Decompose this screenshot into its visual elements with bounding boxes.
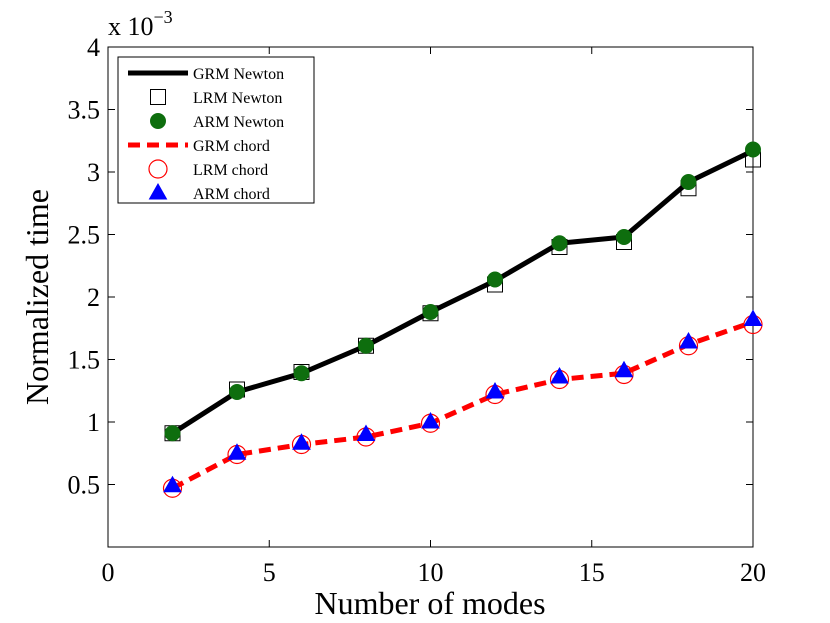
- legend-swatch: [150, 113, 166, 129]
- data-point: [356, 424, 376, 441]
- legend-label: LRM chord: [193, 162, 268, 179]
- series-grm-newton: [171, 148, 755, 436]
- x-tick-label: 10: [418, 558, 444, 587]
- y-tick-label: 2.5: [68, 221, 101, 250]
- legend-swatch: [150, 89, 166, 105]
- series-line: [171, 148, 755, 436]
- legend-label: LRM Newton: [193, 90, 282, 107]
- data-point: [485, 381, 505, 399]
- series-layer: [162, 141, 763, 498]
- data-point: [421, 411, 440, 429]
- y-axis-title: Normalized time: [19, 189, 55, 405]
- legend: GRM Newton LRM Newton ARM Newton GRM chord L…: [117, 56, 315, 204]
- legend-swatch: [148, 159, 168, 179]
- legend-swatch: [148, 182, 168, 200]
- legend-item: GRM chord: [128, 138, 270, 155]
- x-tick-label: 0: [102, 558, 115, 587]
- x-axis-title: Number of modes: [314, 585, 545, 621]
- data-point: [358, 337, 374, 354]
- y-tick-label: 1: [87, 408, 100, 437]
- data-point: [229, 384, 245, 400]
- y-tick-label: 3: [87, 158, 100, 187]
- y-tick-label: 0.5: [68, 471, 101, 500]
- legend-item: ARM Newton: [150, 113, 284, 131]
- x-axis: 0 5 10 15 20: [102, 47, 766, 587]
- data-point: [679, 331, 698, 349]
- legend-label: ARM Newton: [193, 114, 284, 131]
- data-point: [550, 366, 569, 384]
- data-point: [164, 425, 181, 442]
- series-arm-chord: [163, 309, 763, 493]
- data-point: [614, 360, 634, 378]
- legend-label: GRM Newton: [193, 66, 284, 83]
- legend-item: LRM chord: [148, 159, 268, 179]
- x-tick-label: 15: [579, 558, 605, 587]
- series-line: [171, 319, 754, 491]
- data-point: [616, 229, 632, 245]
- data-point: [293, 365, 310, 382]
- data-point: [680, 174, 697, 190]
- y-multiplier-exponent: −3: [154, 7, 173, 27]
- data-point: [227, 443, 247, 460]
- data-point: [743, 309, 763, 326]
- y-axis: 0.5 1 1.5 2 2.5 3 3.5 4: [68, 33, 753, 500]
- series-arm-newton: [164, 141, 761, 442]
- legend-label: ARM chord: [193, 186, 270, 203]
- data-point: [163, 475, 182, 493]
- legend-item: LRM Newton: [150, 89, 282, 107]
- legend-box: [117, 56, 315, 204]
- series-grm-chord: [171, 319, 754, 491]
- data-point: [745, 141, 761, 158]
- y-tick-label: 3.5: [68, 96, 101, 125]
- x-tick-label: 20: [740, 558, 766, 587]
- legend-item: GRM Newton: [128, 66, 284, 83]
- data-point: [487, 271, 503, 288]
- legend-label: GRM chord: [193, 138, 270, 155]
- data-point: [551, 235, 568, 252]
- legend-item: ARM chord: [148, 182, 270, 203]
- y-tick-label: 4: [87, 33, 100, 62]
- y-multiplier-label: x 10−3: [108, 7, 173, 41]
- data-point: [422, 304, 439, 320]
- x-tick-label: 5: [263, 558, 276, 587]
- y-tick-label: 2: [87, 283, 100, 312]
- data-point: [292, 433, 311, 450]
- y-tick-label: 1.5: [68, 346, 101, 375]
